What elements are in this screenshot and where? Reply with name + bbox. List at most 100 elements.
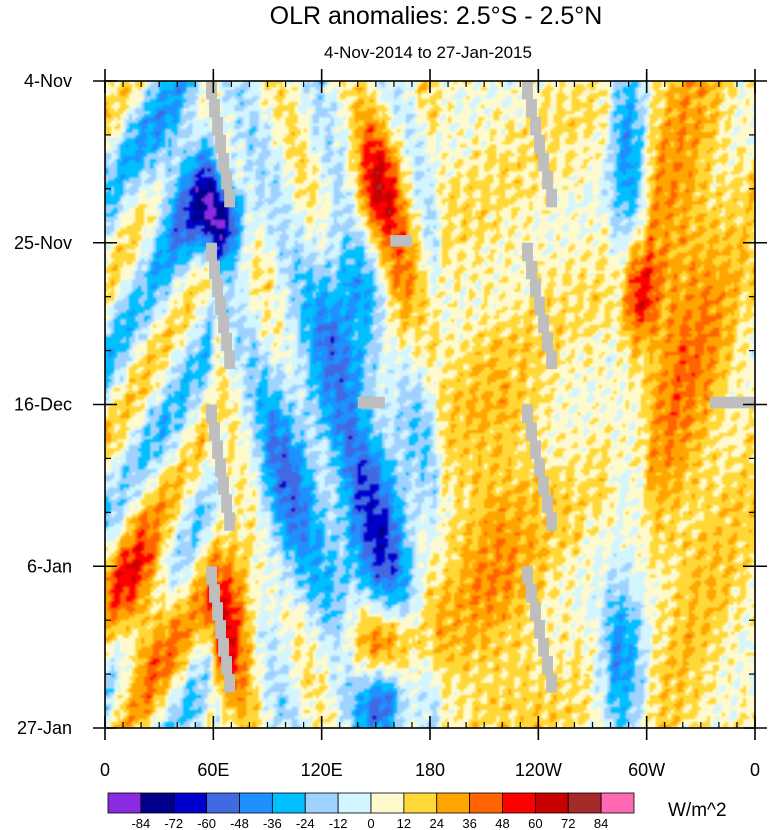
missing-data-cell xyxy=(526,584,537,603)
colorbar-swatch xyxy=(436,792,471,814)
missing-data-cell xyxy=(215,620,226,639)
missing-data-cell xyxy=(538,314,549,334)
missing-data-layer xyxy=(206,81,755,693)
y-tick-label: 25-Nov xyxy=(14,233,72,253)
y-tick-label: 4-Nov xyxy=(24,71,72,91)
missing-data-cell xyxy=(530,278,541,298)
missing-data-cell xyxy=(221,332,232,352)
missing-data-cell xyxy=(206,81,217,100)
missing-data-cell xyxy=(209,98,220,118)
missing-data-cell xyxy=(546,512,557,531)
x-tick-label: 0 xyxy=(100,760,110,780)
missing-data-cell xyxy=(546,674,557,693)
missing-data-cell xyxy=(209,584,220,603)
y-tick-label: 16-Dec xyxy=(14,395,72,415)
colorbar-label: -60 xyxy=(197,816,216,830)
missing-data-cell xyxy=(546,188,557,208)
missing-data-cell xyxy=(542,170,553,190)
missing-data-cell xyxy=(206,242,217,262)
colorbar-swatch xyxy=(370,792,405,814)
colorbar-swatch xyxy=(140,792,175,814)
missing-data-cell xyxy=(538,638,549,657)
y-tick-label: 27-Jan xyxy=(17,718,72,738)
missing-data-cell xyxy=(221,170,232,190)
x-tick-label: 60W xyxy=(628,760,665,780)
missing-data-cell xyxy=(209,260,220,280)
colorbar-swatch xyxy=(304,792,339,814)
missing-data-cell xyxy=(522,242,533,262)
missing-data-cell xyxy=(212,602,223,621)
colorbar-label: -24 xyxy=(296,816,315,830)
y-tick-label: 6-Jan xyxy=(27,556,72,576)
colorbar-swatch xyxy=(173,792,208,814)
missing-data-bar xyxy=(709,396,755,409)
missing-data-cell xyxy=(526,260,537,280)
axes: 0 60E 120E 180 120W 60W 0 4-Nov 25-Nov 16-Dec 6-Ja… xyxy=(14,69,767,780)
missing-data-cell xyxy=(224,350,235,370)
missing-data-cell xyxy=(215,296,226,316)
missing-data-cell xyxy=(206,566,217,585)
x-tick-label: 120W xyxy=(515,760,562,780)
colorbar-swatch xyxy=(107,792,142,814)
missing-data-cell xyxy=(534,458,545,477)
missing-data-cell xyxy=(206,404,217,423)
colorbar-label: 36 xyxy=(462,816,476,830)
colorbar-swatch xyxy=(567,792,602,814)
colorbar-swatch xyxy=(469,792,503,814)
colorbar-label: 60 xyxy=(528,816,542,830)
missing-data-cell xyxy=(212,116,223,136)
missing-data-cell xyxy=(542,656,553,675)
missing-data-cell xyxy=(526,98,537,118)
colorbar-swatch xyxy=(337,792,372,814)
missing-data-cell xyxy=(542,494,553,513)
missing-data-bar xyxy=(390,235,412,247)
missing-data-cell xyxy=(538,152,549,172)
missing-data-cell xyxy=(224,674,235,693)
x-tick-label: 120E xyxy=(301,760,343,780)
colorbar-label: -72 xyxy=(164,816,183,830)
colorbar-label: -84 xyxy=(131,816,150,830)
missing-data-cell xyxy=(218,476,229,495)
missing-data-cell xyxy=(538,476,549,495)
missing-data-cell xyxy=(534,134,545,154)
missing-data-cell xyxy=(530,116,541,136)
colorbar-label: 72 xyxy=(561,816,575,830)
missing-data-cell xyxy=(221,656,232,675)
missing-data-cell xyxy=(212,440,223,459)
missing-data-bar xyxy=(357,396,385,409)
colorbar-label: -48 xyxy=(230,816,249,830)
missing-data-cell xyxy=(526,422,537,441)
colorbar-label: 12 xyxy=(397,816,411,830)
colorbar-swatch xyxy=(600,792,635,814)
colorbar-swatch xyxy=(206,792,240,814)
colorbar-label: -36 xyxy=(263,816,282,830)
colorbar-label: 84 xyxy=(594,816,608,830)
missing-data-cell xyxy=(218,314,229,334)
missing-data-cell xyxy=(522,81,533,100)
colorbar-label: 24 xyxy=(430,816,444,830)
colorbar-swatch xyxy=(502,792,536,814)
missing-data-cell xyxy=(530,440,541,459)
missing-data-cell xyxy=(534,620,545,639)
missing-data-cell xyxy=(224,512,235,531)
missing-data-cell xyxy=(522,404,533,423)
missing-data-cell xyxy=(218,152,229,172)
colorbar-label: 48 xyxy=(495,816,509,830)
colorbar-swatch xyxy=(239,792,273,814)
colorbar-units: W/m^2 xyxy=(668,800,727,821)
chart-subtitle: 4-Nov-2014 to 27-Jan-2015 xyxy=(324,43,532,62)
missing-data-cell xyxy=(218,638,229,657)
x-tick-label: 180 xyxy=(415,760,445,780)
missing-data-cell xyxy=(209,422,220,441)
x-tick-label: 60E xyxy=(197,760,229,780)
colorbar-swatch xyxy=(534,792,569,814)
missing-data-cell xyxy=(542,332,553,352)
missing-data-cell xyxy=(224,188,235,208)
missing-data-cell xyxy=(522,566,533,585)
colorbar-label: 0 xyxy=(367,816,374,830)
missing-data-cell xyxy=(212,278,223,298)
colorbar-swatch xyxy=(403,792,438,814)
colorbar-label: -12 xyxy=(329,816,348,830)
missing-data-cell xyxy=(215,134,226,154)
